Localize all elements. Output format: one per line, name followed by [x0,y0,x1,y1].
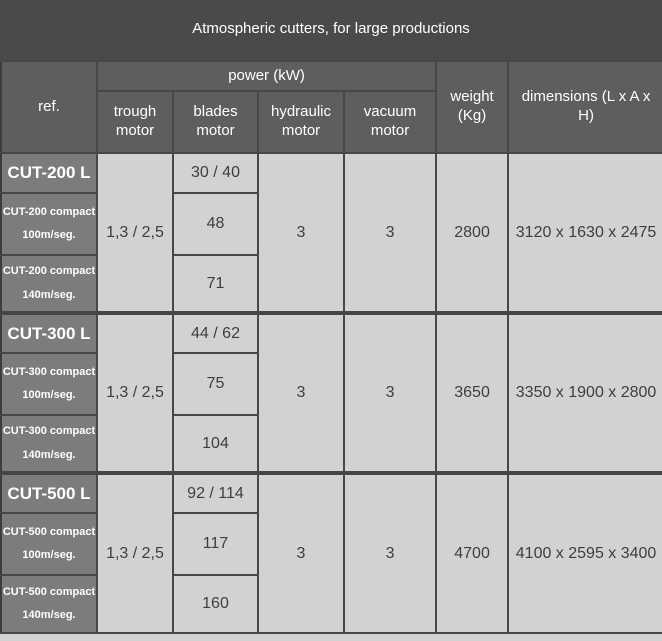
blades-motor-value: 104 [172,414,259,474]
blades-motor-value: 44 / 62 [172,311,259,354]
hydraulic-motor-value: 3 [257,311,345,474]
ref-label-line1: CUT-300 compact [2,365,96,378]
ref-label-line2: 100m/seg. [22,229,76,241]
table-row: CUT-500 compact 140m/seg. 160 [0,574,662,634]
col-header-power-group: power (kW) [95,60,438,92]
header-row-1: ref. power (kW) weight (Kg) dimensions (… [0,60,662,154]
table-row: CUT-200 L 1,3 / 2,5 30 / 40 3 3 2800 312… [0,152,662,314]
vacuum-motor-value: 3 [342,471,438,634]
ref-cell-cut500-l: CUT-500 L [0,471,98,514]
ref-cell-cut300-l: CUT-300 L [0,311,98,354]
trough-motor-value: 1,3 / 2,5 [96,311,174,474]
blades-motor-value: 160 [172,574,259,634]
spec-table: ref. power (kW) weight (Kg) dimensions (… [0,60,662,634]
ref-cell-cut200-compact-100: CUT-200 compact 100m/seg. [0,192,98,256]
table-row: CUT-200 compact 100m/seg. 48 [0,192,662,256]
ref-label-line1: CUT-200 compact [2,265,96,278]
ref-cell-cut500-compact-140: CUT-500 compact 140m/seg. [0,574,98,634]
col-header-hydraulic-motor: hydraulic motor [257,90,345,154]
ref-label-line1: CUT-500 compact [2,585,96,598]
blades-motor-value: 48 [172,192,259,256]
trough-motor-value: 1,3 / 2,5 [96,471,174,634]
blades-motor-value: 117 [172,512,259,576]
ref-cell-cut200-l: CUT-200 L [0,152,98,194]
table-row: CUT-300 compact 100m/seg. 75 [0,352,662,416]
ref-cell-cut300-compact-100: CUT-300 compact 100m/seg. [0,352,98,416]
blades-motor-value: 92 / 114 [172,471,259,514]
weight-value: 3650 [435,311,510,474]
col-header-vacuum-motor: vacuum motor [342,90,437,154]
ref-label-line1: CUT-300 compact [2,425,96,438]
page-title: Atmospheric cutters, for large productio… [0,0,662,60]
dimensions-value: 4100 x 2595 x 3400 [507,471,662,634]
table-row: CUT-300 L 1,3 / 2,5 44 / 62 3 3 3650 335… [0,311,662,474]
ref-label-line2: 100m/seg. [22,549,76,561]
dimensions-value: 3350 x 1900 x 2800 [507,311,662,474]
header-row-2: trough motor blades motor hydraulic moto… [1,90,662,154]
dimensions-value: 3120 x 1630 x 2475 [507,152,662,314]
ref-cell-cut200-compact-140: CUT-200 compact 140m/seg. [0,254,98,314]
ref-label-line1: CUT-500 compact [2,525,96,538]
col-header-blades-motor: blades motor [172,90,259,154]
weight-value: 4700 [435,471,510,634]
blades-motor-value: 71 [172,254,259,314]
col-header-trough-motor: trough motor [96,90,174,154]
col-header-weight: weight (Kg) [435,60,510,154]
blades-motor-value: 30 / 40 [172,152,259,194]
ref-cell-cut300-compact-140: CUT-300 compact 140m/seg. [0,414,98,474]
table-row: CUT-200 compact 140m/seg. 71 [0,254,662,314]
col-header-ref: ref. [0,60,98,154]
vacuum-motor-value: 3 [342,311,438,474]
blades-motor-value: 75 [172,352,259,416]
ref-cell-cut500-compact-100: CUT-500 compact 100m/seg. [0,512,98,576]
ref-label-line2: 140m/seg. [22,609,76,621]
vacuum-motor-value: 3 [342,152,438,314]
weight-value: 2800 [435,152,510,314]
hydraulic-motor-value: 3 [257,152,345,314]
table-row: CUT-500 compact 100m/seg. 117 [0,512,662,576]
col-header-dimensions: dimensions (L x A x H) [507,60,662,154]
ref-label-line2: 140m/seg. [22,448,76,461]
ref-label-line2: 100m/seg. [22,389,76,401]
table-row: CUT-300 compact 140m/seg. 104 [0,414,662,474]
ref-label-line2: 140m/seg. [22,288,76,301]
trough-motor-value: 1,3 / 2,5 [96,152,174,314]
ref-label-line1: CUT-200 compact [2,205,96,218]
hydraulic-motor-value: 3 [257,471,345,634]
table-row: CUT-500 L 1,3 / 2,5 92 / 114 3 3 4700 41… [0,471,662,634]
